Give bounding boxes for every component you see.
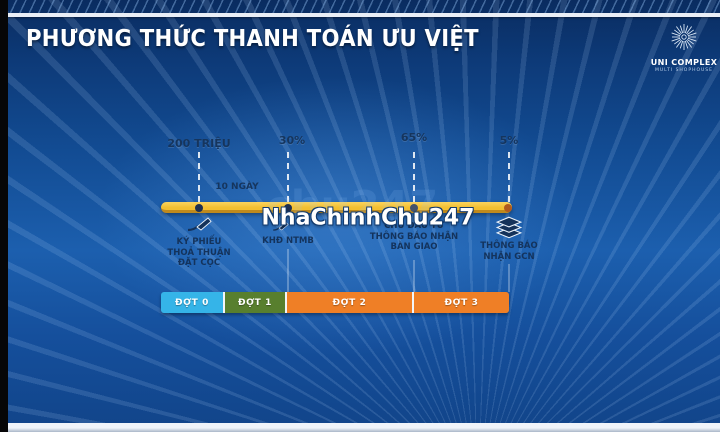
sunburst-rays-pattern (8, 0, 720, 432)
watermark-text: NhaChinhChu247 (261, 205, 475, 231)
sunburst-logo-icon (669, 24, 699, 56)
phase-divider (412, 292, 414, 313)
milestone-label-4: THÔNG BÁO NHẬN GCN (480, 241, 538, 262)
milestone-amount-3: 65% (400, 131, 428, 144)
phase-segment-0: ĐỢT 0 (161, 292, 223, 313)
milestone-dot-4 (504, 204, 512, 212)
connector-line (413, 260, 415, 292)
ghost-watermark: chu247 (265, 181, 439, 231)
milestone-dot-2 (284, 204, 292, 212)
milestone-amount-1: 200 TRIỆU (167, 137, 231, 150)
header-separator-line (8, 13, 720, 17)
background-gradient (8, 0, 720, 432)
phase-label-0: ĐỢT 0 (175, 297, 209, 308)
pen-signature-icon (187, 216, 213, 233)
milestone-amount-2: 30% (278, 134, 306, 147)
phase-bar: ĐỢT 0 ĐỢT 1 ĐỢT 2 ĐỢT 3 (161, 292, 509, 313)
milestone-label-1: KÝ PHIẾU THOẢ THUẬN ĐẶT CỌC (167, 237, 231, 268)
dashed-dropline (413, 152, 415, 202)
milestone-label-2: KHĐ NTMB (262, 236, 314, 246)
page-title: PHƯƠNG THỨC THANH TOÁN ƯU VIỆT (26, 26, 479, 52)
phase-label-1: ĐỢT 1 (238, 297, 272, 308)
left-black-edge (0, 0, 8, 432)
dashed-dropline (287, 152, 289, 202)
milestone-amount-4: 5% (499, 134, 519, 147)
brand-tagline: MULTI SHOPHOUSE (655, 68, 713, 73)
phase-segment-3: ĐỢT 3 (414, 292, 509, 313)
dashed-dropline (198, 152, 200, 202)
pen-signature-icon (273, 221, 290, 232)
milestone-dot-3 (410, 204, 418, 212)
connector-line (287, 249, 289, 292)
top-diagonal-strip (8, 0, 720, 13)
timeline-bar (161, 202, 512, 213)
phase-label-2: ĐỢT 2 (332, 297, 367, 308)
duration-note: 10 NGÀY (215, 182, 259, 192)
dashed-dropline (508, 152, 510, 202)
bottom-light-strip (8, 423, 720, 432)
brand-logo: UNI COMPLEX MULTI SHOPHOUSE (648, 22, 720, 73)
milestone-label-3: CHỦ ĐẦU TƯ THÔNG BÁO NHẬN BÀN GIAO (369, 221, 459, 252)
brand-name: UNI COMPLEX (650, 58, 718, 67)
phase-segment-1: ĐỢT 1 (225, 292, 285, 313)
milestone-dot-1 (195, 204, 203, 212)
phase-segment-2: ĐỢT 2 (287, 292, 412, 313)
phase-divider (285, 292, 287, 313)
connector-line (508, 264, 510, 292)
documents-stack-icon (495, 216, 523, 240)
phase-divider (223, 292, 225, 313)
phase-label-3: ĐỢT 3 (444, 297, 479, 308)
